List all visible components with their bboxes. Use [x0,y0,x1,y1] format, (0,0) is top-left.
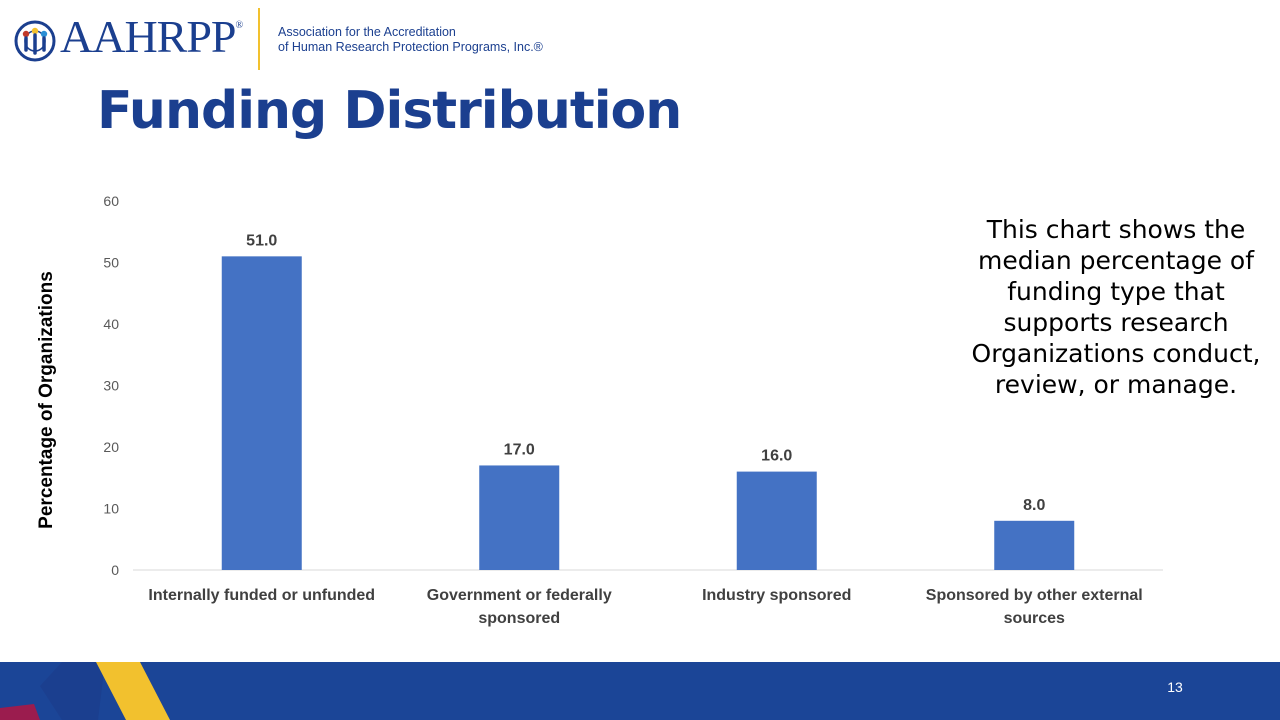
aahrpp-logo: AAHRPP® [14,14,274,74]
y-tick-label: 10 [103,501,119,517]
bar [479,465,560,570]
bar [221,256,302,570]
y-tick-label: 0 [111,562,119,578]
logo-wordmark: AAHRPP® [60,11,244,62]
data-label: 8.0 [1023,497,1045,514]
x-tick-label: sponsored [478,610,560,627]
logo-text: AAHRPP [60,11,237,62]
chart-description: This chart shows the median percentage o… [971,215,1261,399]
y-axis-title: Percentage of Organizations [36,271,57,529]
page-number: 13 [1167,679,1183,695]
org-name-line-2: of Human Research Protection Programs, I… [278,40,543,54]
page-title: Funding Distribution [97,81,682,141]
data-label: 17.0 [504,441,535,458]
logo-registered-mark: ® [235,20,244,31]
bar-chart: 0 10 20 30 40 50 60 Percentage of Organizations… [36,193,1163,627]
footer-bar [0,662,1280,720]
data-label: 51.0 [246,232,277,249]
footer-decoration [0,662,170,720]
x-tick-label: Industry sponsored [702,587,851,604]
logo-divider [258,8,260,70]
data-label: 16.0 [761,448,792,465]
y-tick-label: 60 [103,193,119,209]
organization-name: Association for the Accreditation of Hum… [278,25,543,55]
x-tick-label: Sponsored by other external [926,587,1143,604]
people-globe-icon [14,20,56,62]
y-tick-label: 50 [103,255,119,271]
y-tick-label: 40 [103,316,119,332]
org-name-line-1: Association for the Accreditation [278,25,456,39]
y-tick-label: 20 [103,439,119,455]
bar [736,471,817,570]
x-tick-label: Government or federally [427,587,612,604]
y-tick-label: 30 [103,378,119,394]
x-tick-label: Internally funded or unfunded [148,587,375,604]
x-tick-label: sources [1004,610,1065,627]
bar [994,520,1075,570]
